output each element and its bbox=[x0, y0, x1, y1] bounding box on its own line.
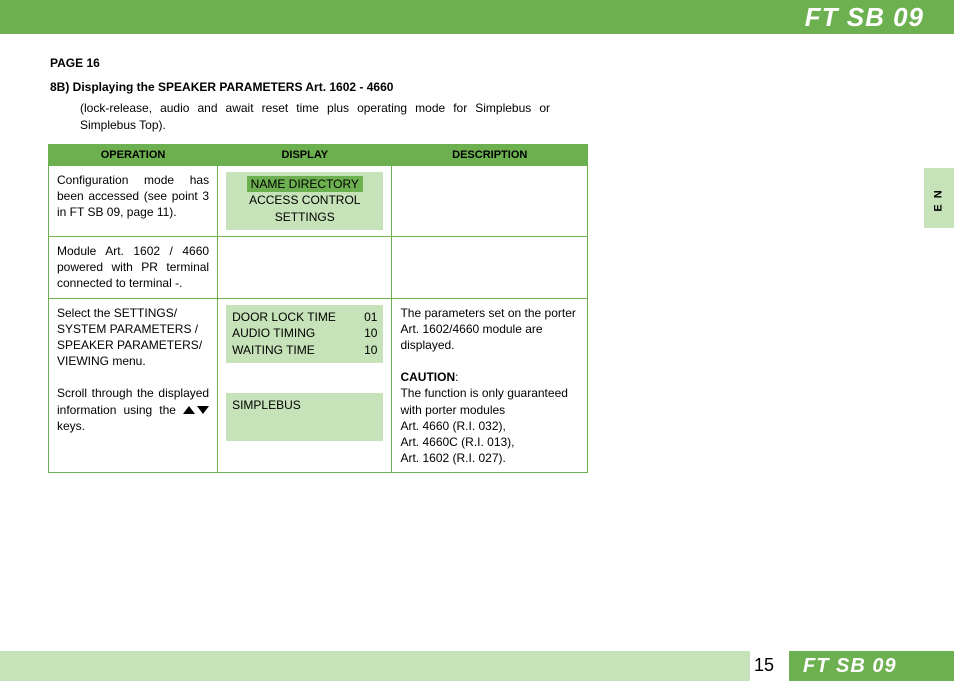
display-cell bbox=[218, 236, 392, 298]
col-header-display: DISPLAY bbox=[218, 144, 392, 165]
col-header-operation: OPERATION bbox=[49, 144, 218, 165]
intro-text: (lock-release, audio and await reset tim… bbox=[80, 100, 550, 134]
description-cell bbox=[392, 165, 588, 236]
parameters-table: OPERATION DISPLAY DESCRIPTION Configurat… bbox=[48, 144, 588, 474]
description-cell bbox=[392, 236, 588, 298]
display-params: DOOR LOCK TIME01 AUDIO TIMING10 WAITING … bbox=[226, 305, 383, 363]
section-title: 8B) Displaying the SPEAKER PARAMETERS Ar… bbox=[50, 80, 914, 94]
page-number: 15 bbox=[754, 655, 774, 676]
operation-cell: Select the SETTINGS/ SYSTEM PARAMETERS /… bbox=[49, 298, 218, 473]
page-content: PAGE 16 8B) Displaying the SPEAKER PARAM… bbox=[0, 34, 954, 473]
display-mode: SIMPLEBUS bbox=[226, 393, 383, 441]
table-row: Configuration mode has been accessed (se… bbox=[49, 165, 588, 236]
operation-select: Select the SETTINGS/ SYSTEM PARAMETERS /… bbox=[57, 305, 209, 370]
footer-bar: 15 FT SB 09 bbox=[0, 651, 954, 681]
language-label: EN bbox=[933, 184, 945, 211]
description-cell: The parameters set on the porter Art. 16… bbox=[392, 298, 588, 473]
menu-item-highlight: NAME DIRECTORY bbox=[247, 176, 363, 193]
header-title: FT SB 09 bbox=[805, 0, 924, 34]
table-row: Select the SETTINGS/ SYSTEM PARAMETERS /… bbox=[49, 298, 588, 473]
arrow-up-icon bbox=[183, 406, 195, 414]
display-cell: NAME DIRECTORY ACCESS CONTROL SETTINGS bbox=[218, 165, 392, 236]
language-tab: EN bbox=[924, 168, 954, 228]
operation-cell: Module Art. 1602 / 4660 powered with PR … bbox=[49, 236, 218, 298]
menu-item: SETTINGS bbox=[275, 210, 335, 224]
col-header-description: DESCRIPTION bbox=[392, 144, 588, 165]
header-bar: FT SB 09 bbox=[0, 0, 954, 34]
footer-title: FT SB 09 bbox=[789, 651, 954, 681]
desc-caution: CAUTION: The function is only guaranteed… bbox=[400, 369, 579, 466]
desc-intro: The parameters set on the porter Art. 16… bbox=[400, 305, 579, 354]
page-label: PAGE 16 bbox=[50, 56, 914, 70]
display-cell: DOOR LOCK TIME01 AUDIO TIMING10 WAITING … bbox=[218, 298, 392, 473]
operation-scroll: Scroll through the displayed information… bbox=[57, 385, 209, 434]
operation-cell: Configuration mode has been accessed (se… bbox=[49, 165, 218, 236]
menu-item: ACCESS CONTROL bbox=[249, 193, 360, 207]
display-menu: NAME DIRECTORY ACCESS CONTROL SETTINGS bbox=[226, 172, 383, 230]
footer-light bbox=[0, 651, 750, 681]
arrow-down-icon bbox=[197, 406, 209, 414]
table-row: Module Art. 1602 / 4660 powered with PR … bbox=[49, 236, 588, 298]
